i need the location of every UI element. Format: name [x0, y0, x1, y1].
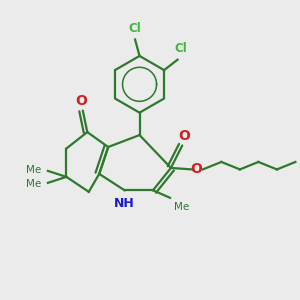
Text: NH: NH: [114, 197, 134, 210]
Text: O: O: [75, 94, 87, 108]
Text: O: O: [178, 128, 190, 142]
Text: O: O: [190, 162, 202, 176]
Text: Me: Me: [174, 202, 189, 212]
Text: Me: Me: [26, 165, 41, 175]
Text: Cl: Cl: [129, 22, 141, 35]
Text: Me: Me: [26, 179, 41, 189]
Text: Cl: Cl: [174, 42, 187, 55]
